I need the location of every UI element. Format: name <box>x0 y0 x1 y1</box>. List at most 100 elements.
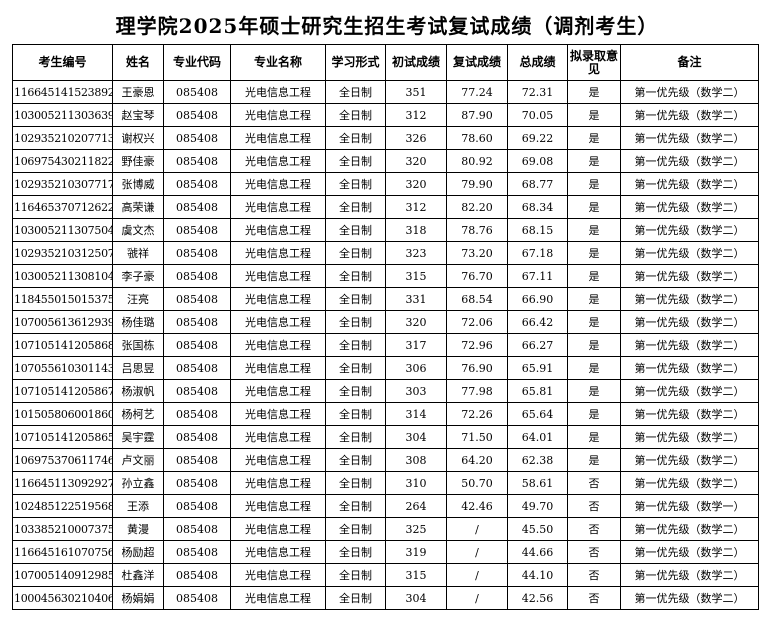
cell-candidate-id: 103005211303639 <box>12 103 113 127</box>
cell-remark: 第一优先级（数学二） <box>620 471 759 495</box>
cell-name: 吕思昱 <box>112 356 164 380</box>
cell-retest-score: 42.46 <box>446 494 508 518</box>
cell-name: 野佳豪 <box>112 149 164 173</box>
cell-retest-score: 64.20 <box>446 448 508 472</box>
cell-study-mode: 全日制 <box>325 264 386 288</box>
cell-total-score: 70.05 <box>507 103 568 127</box>
cell-retest-score: 87.90 <box>446 103 508 127</box>
cell-candidate-id: 100045630210406 <box>12 586 113 610</box>
cell-candidate-id: 116645161070756 <box>12 540 113 564</box>
cell-major-name: 光电信息工程 <box>230 80 326 104</box>
cell-initial-score: 312 <box>385 103 447 127</box>
cell-initial-score: 308 <box>385 448 447 472</box>
cell-initial-score: 351 <box>385 80 447 104</box>
cell-retest-score: 77.98 <box>446 379 508 403</box>
cell-retest-score: 78.76 <box>446 218 508 242</box>
cell-study-mode: 全日制 <box>325 218 386 242</box>
cell-candidate-id: 116645113092927 <box>12 471 113 495</box>
header-retest-score: 复试成绩 <box>446 44 508 81</box>
cell-remark: 第一优先级（数学二） <box>620 80 759 104</box>
cell-remark: 第一优先级（数学二） <box>620 149 759 173</box>
cell-name: 吴宇霆 <box>112 425 164 449</box>
cell-major-name: 光电信息工程 <box>230 333 326 357</box>
cell-major-name: 光电信息工程 <box>230 172 326 196</box>
cell-total-score: 67.18 <box>507 241 568 265</box>
cell-major-name: 光电信息工程 <box>230 356 326 380</box>
cell-study-mode: 全日制 <box>325 333 386 357</box>
cell-admission-opinion: 是 <box>567 333 621 357</box>
cell-total-score: 69.22 <box>507 126 568 150</box>
cell-major-code: 085408 <box>163 195 231 219</box>
cell-major-name: 光电信息工程 <box>230 471 326 495</box>
cell-name: 张博威 <box>112 172 164 196</box>
cell-study-mode: 全日制 <box>325 540 386 564</box>
cell-admission-opinion: 否 <box>567 494 621 518</box>
cell-study-mode: 全日制 <box>325 494 386 518</box>
cell-total-score: 69.08 <box>507 149 568 173</box>
cell-initial-score: 320 <box>385 149 447 173</box>
table-row: 103385210007375 黄漫 085408 光电信息工程 全日制 325/45.5… <box>12 517 759 541</box>
cell-major-code: 085408 <box>163 241 231 265</box>
cell-candidate-id: 107005140912985 <box>12 563 113 587</box>
table-row: 103005211303639 赵宝琴 085408 光电信息工程 全日制 312 87.9… <box>12 103 759 127</box>
cell-major-name: 光电信息工程 <box>230 287 326 311</box>
header-name: 姓名 <box>112 44 164 81</box>
table-row: 116465370712622 高荣谦 085408 光电信息工程 全日制 312 82.2… <box>12 195 759 219</box>
cell-total-score: 65.64 <box>507 402 568 426</box>
table-row: 100045630210406 杨娟娟 085408 光电信息工程 全日制 304/42.… <box>12 586 759 610</box>
cell-major-code: 085408 <box>163 310 231 334</box>
table-row: 116645113092927 孙立鑫 085408 光电信息工程 全日制 310 50.7… <box>12 471 759 495</box>
cell-major-name: 光电信息工程 <box>230 540 326 564</box>
cell-remark: 第一优先级（数学二） <box>620 310 759 334</box>
table-row: 103005211308104 李子豪 085408 光电信息工程 全日制 315 76.7… <box>12 264 759 288</box>
table-row: 118455015015375 汪亮 085408 光电信息工程 全日制 331 68.54… <box>12 287 759 311</box>
cell-major-code: 085408 <box>163 517 231 541</box>
cell-initial-score: 318 <box>385 218 447 242</box>
cell-initial-score: 306 <box>385 356 447 380</box>
cell-initial-score: 325 <box>385 517 447 541</box>
cell-total-score: 68.15 <box>507 218 568 242</box>
cell-remark: 第一优先级（数学二） <box>620 264 759 288</box>
cell-major-code: 085408 <box>163 586 231 610</box>
cell-major-code: 085408 <box>163 218 231 242</box>
cell-name: 虢祥 <box>112 241 164 265</box>
cell-candidate-id: 101505806001860 <box>12 402 113 426</box>
cell-retest-score: 73.20 <box>446 241 508 265</box>
cell-initial-score: 312 <box>385 195 447 219</box>
cell-remark: 第一优先级（数学二） <box>620 126 759 150</box>
cell-candidate-id: 103005211308104 <box>12 264 113 288</box>
table-row: 107055610301143 吕思昱 085408 光电信息工程 全日制 306 76.9… <box>12 356 759 380</box>
table-row: 103005211307504 虞文杰 085408 光电信息工程 全日制 318 78.7… <box>12 218 759 242</box>
cell-candidate-id: 103385210007375 <box>12 517 113 541</box>
cell-retest-score: / <box>446 517 508 541</box>
cell-retest-score: 72.26 <box>446 402 508 426</box>
cell-study-mode: 全日制 <box>325 241 386 265</box>
cell-name: 孙立鑫 <box>112 471 164 495</box>
cell-admission-opinion: 是 <box>567 103 621 127</box>
table-row: 101505806001860 杨柯艺 085408 光电信息工程 全日制 314 72.2… <box>12 402 759 426</box>
cell-candidate-id: 102935210307717 <box>12 172 113 196</box>
table-row: 107105141205867 杨淑帆 085408 光电信息工程 全日制 303 77.9… <box>12 379 759 403</box>
cell-retest-score: 72.96 <box>446 333 508 357</box>
cell-name: 李子豪 <box>112 264 164 288</box>
cell-study-mode: 全日制 <box>325 448 386 472</box>
cell-candidate-id: 107105141205865 <box>12 425 113 449</box>
table-row: 116645161070756 杨励超 085408 光电信息工程 全日制 319/44.… <box>12 540 759 564</box>
cell-major-code: 085408 <box>163 126 231 150</box>
header-major-code: 专业代码 <box>163 44 231 81</box>
cell-total-score: 64.01 <box>507 425 568 449</box>
cell-admission-opinion: 是 <box>567 241 621 265</box>
cell-remark: 第一优先级（数学二） <box>620 586 759 610</box>
cell-total-score: 58.61 <box>507 471 568 495</box>
cell-major-name: 光电信息工程 <box>230 379 326 403</box>
table-row: 102935210307717 张博威 085408 光电信息工程 全日制 320 79.9… <box>12 172 759 196</box>
cell-study-mode: 全日制 <box>325 172 386 196</box>
header-major-name: 专业名称 <box>230 44 326 81</box>
page-title: 理学院2025年硕士研究生招生考试复试成绩（调剂考生） <box>115 14 659 38</box>
cell-name: 高荣谦 <box>112 195 164 219</box>
cell-major-name: 光电信息工程 <box>230 126 326 150</box>
cell-name: 张国栋 <box>112 333 164 357</box>
cell-study-mode: 全日制 <box>325 379 386 403</box>
cell-total-score: 45.50 <box>507 517 568 541</box>
cell-major-name: 光电信息工程 <box>230 195 326 219</box>
